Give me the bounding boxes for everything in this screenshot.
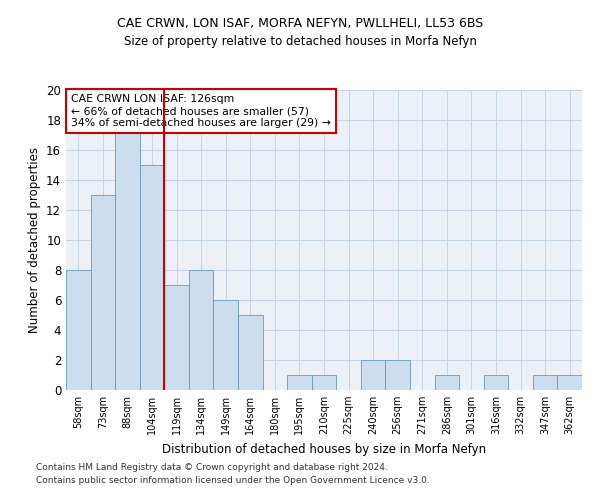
Bar [312, 375, 336, 390]
Bar [164, 285, 189, 390]
Bar [434, 375, 459, 390]
Y-axis label: Number of detached properties: Number of detached properties [28, 147, 41, 333]
Bar [189, 270, 214, 390]
X-axis label: Distribution of detached houses by size in Morfa Nefyn: Distribution of detached houses by size … [162, 442, 486, 456]
Bar [533, 375, 557, 390]
Text: Contains public sector information licensed under the Open Government Licence v3: Contains public sector information licen… [36, 476, 430, 485]
Bar [385, 360, 410, 390]
Text: Contains HM Land Registry data © Crown copyright and database right 2024.: Contains HM Land Registry data © Crown c… [36, 464, 388, 472]
Bar [66, 270, 91, 390]
Bar [557, 375, 582, 390]
Text: Size of property relative to detached houses in Morfa Nefyn: Size of property relative to detached ho… [124, 35, 476, 48]
Text: CAE CRWN LON ISAF: 126sqm
← 66% of detached houses are smaller (57)
34% of semi-: CAE CRWN LON ISAF: 126sqm ← 66% of detac… [71, 94, 331, 128]
Bar [238, 315, 263, 390]
Bar [214, 300, 238, 390]
Bar [287, 375, 312, 390]
Bar [115, 120, 140, 390]
Text: CAE CRWN, LON ISAF, MORFA NEFYN, PWLLHELI, LL53 6BS: CAE CRWN, LON ISAF, MORFA NEFYN, PWLLHEL… [117, 18, 483, 30]
Bar [91, 195, 115, 390]
Bar [140, 165, 164, 390]
Bar [484, 375, 508, 390]
Bar [361, 360, 385, 390]
